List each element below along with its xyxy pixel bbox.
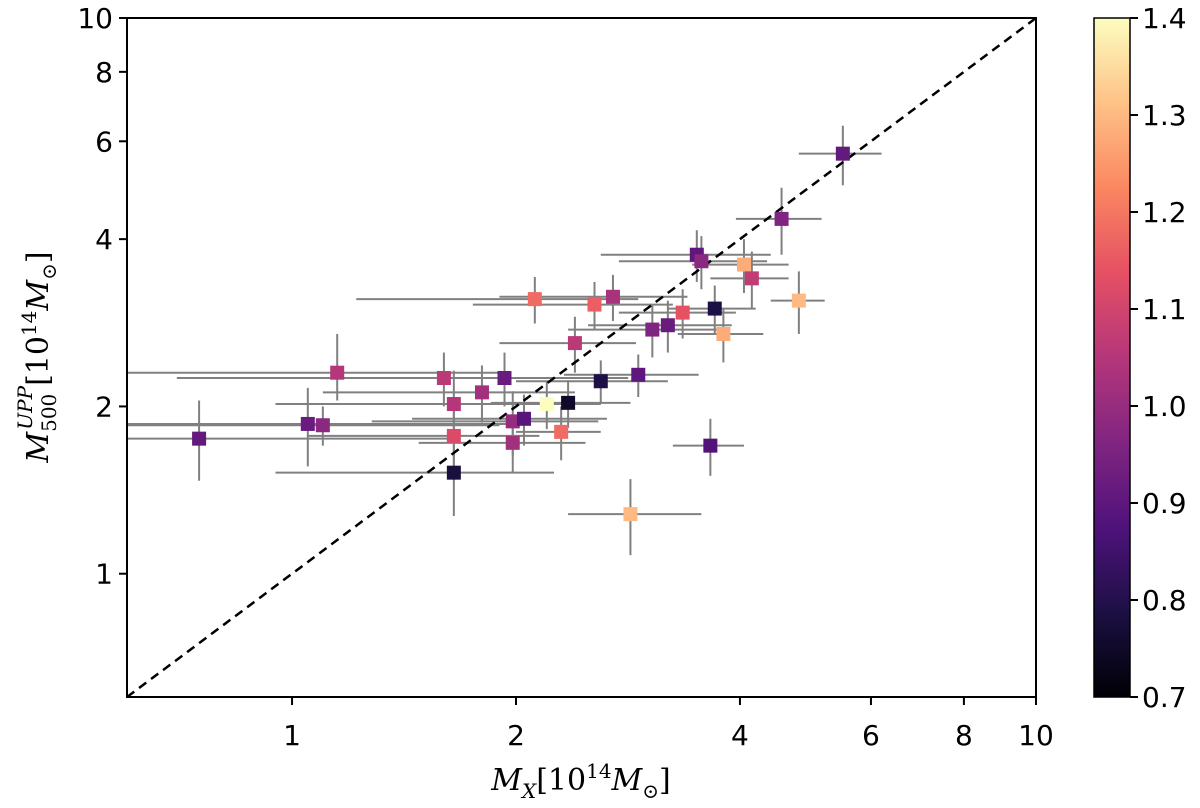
colorbar-tick-label: 0.7 [1142, 681, 1187, 714]
x-tick-label: 10 [1018, 719, 1054, 752]
markers-layer [192, 146, 850, 522]
colorbar-tick-label: 0.9 [1142, 487, 1187, 520]
colorbar-tick-label: 1.2 [1142, 196, 1187, 229]
colorbar-ticks: 0.7 0.8 0.9 1.0 1.1 1.2 1.3 1.4 [1130, 2, 1187, 714]
y-tick-label: 10 [77, 2, 113, 35]
data-point-marker [446, 465, 461, 480]
y-tick-label: 6 [95, 125, 113, 158]
x-tick-label: 2 [507, 719, 525, 752]
x-tick-label: 1 [283, 719, 301, 752]
data-point-marker [446, 397, 461, 412]
colorbar-tick-label: 1.4 [1142, 2, 1187, 35]
data-point-marker [539, 397, 554, 412]
y-axis-label-sup: UPP [13, 385, 37, 429]
x-tick-label: 4 [731, 719, 749, 752]
colorbar-tick-label: 0.8 [1142, 584, 1187, 617]
y-axis-label-rest: [10 [21, 336, 56, 386]
data-point-marker [567, 336, 582, 351]
colorbar-tick-label: 1.1 [1142, 293, 1187, 326]
y-axis-ticks: 1 2 4 6 8 10 [77, 2, 127, 591]
data-point-marker [516, 411, 531, 426]
data-point-marker [744, 271, 759, 286]
y-tick-label: 4 [95, 223, 113, 256]
data-point-marker [835, 146, 850, 161]
data-point-marker [527, 292, 542, 307]
x-tick-label: 6 [862, 719, 880, 752]
y-axis-label-exp: 14 [17, 311, 41, 336]
data-point-marker [623, 507, 638, 522]
colorbar [1093, 17, 1131, 698]
data-point-marker [192, 431, 207, 446]
x-axis-label: MX[1014M⊙] [490, 759, 671, 803]
y-axis-label-close: ] [21, 251, 56, 263]
data-point-marker [716, 326, 731, 341]
data-point-marker [446, 428, 461, 443]
x-axis-label-close: ] [659, 763, 671, 798]
x-axis-label-sub: X [520, 779, 537, 803]
data-point-marker [300, 416, 315, 431]
y-tick-label: 8 [95, 56, 113, 89]
x-axis-label-main: M [490, 763, 523, 798]
data-point-marker [791, 293, 806, 308]
colorbar-tick-label: 1.3 [1142, 99, 1187, 132]
data-point-marker [593, 374, 608, 389]
data-point-marker [505, 414, 520, 429]
data-point-marker [675, 305, 690, 320]
data-point-marker [436, 371, 451, 386]
y-axis-label-sub: 500 [37, 394, 61, 432]
data-point-marker [694, 254, 709, 269]
x-axis-label-exp: 14 [586, 759, 611, 783]
x-axis-label-rest: [10 [536, 763, 586, 798]
data-point-marker [774, 211, 789, 226]
data-point-marker [645, 322, 660, 337]
data-point-marker [474, 385, 489, 400]
data-point-marker [707, 301, 722, 316]
data-point-marker [315, 418, 330, 433]
data-point-marker [587, 297, 602, 312]
one-to-one-diagonal-line [126, 16, 1037, 699]
data-point-marker [554, 424, 569, 439]
data-point-marker [631, 367, 646, 382]
plot-frame [126, 17, 1037, 698]
colorbar-tick-label: 1.0 [1142, 390, 1187, 423]
x-axis-label-unit: M [611, 763, 644, 798]
x-axis-label-unit-sub: ⊙ [642, 779, 659, 803]
data-point-marker [497, 371, 512, 386]
y-axis-label-main: M [21, 431, 56, 464]
data-point-marker [660, 318, 675, 333]
data-point-marker [736, 257, 751, 272]
data-point-marker [605, 289, 620, 304]
x-tick-label: 8 [955, 719, 973, 752]
data-point-marker [505, 435, 520, 450]
y-axis-label: M500UPP[1014M⊙] [13, 251, 61, 463]
y-tick-label: 2 [95, 390, 113, 423]
data-point-marker [561, 395, 576, 410]
data-point-marker [330, 365, 345, 380]
y-tick-label: 1 [95, 558, 113, 591]
x-axis-ticks: 1 2 4 6 8 10 [283, 697, 1054, 752]
y-axis-label-unit: M [21, 279, 56, 312]
y-axis-label-unit-sub: ⊙ [37, 263, 61, 280]
data-point-marker [703, 438, 718, 453]
